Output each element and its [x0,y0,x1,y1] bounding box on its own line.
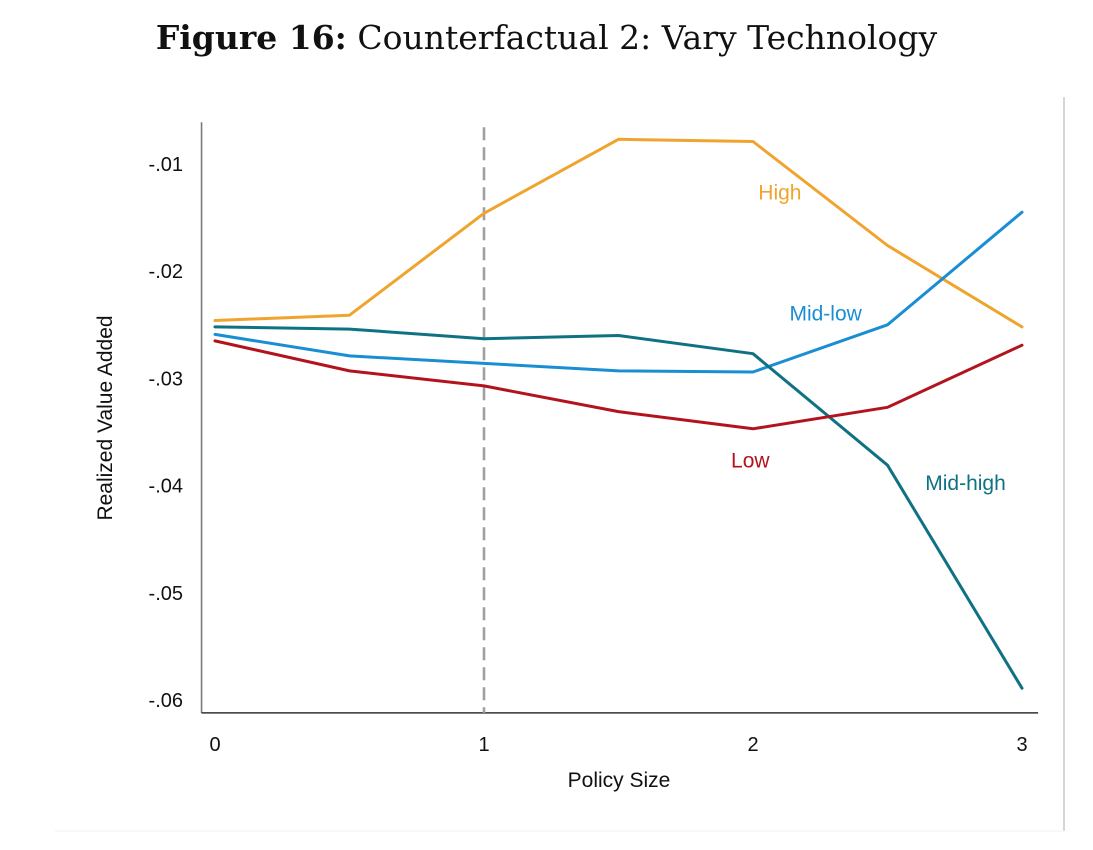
y-tick-label: -.03 [149,368,183,390]
x-tick-label: 3 [1016,734,1027,756]
y-tick-label: -.04 [149,476,183,498]
y-tick-label: -.02 [149,261,183,283]
series-label-high: High [758,181,801,204]
y-tick-label: -.01 [149,154,183,176]
series-line-mid-high [213,325,1024,690]
y-tick-label: -.06 [149,690,183,712]
figure-title: Figure 16: Counterfactual 2: Vary Techno… [0,18,1093,57]
series-label-low: Low [731,449,770,472]
y-tick-label: -.05 [149,583,183,605]
x-tick-label: 2 [747,734,758,756]
plot-area: -.01 -.02 -.03 -.04 -.05 -.06 0 1 2 3 High Mid-low M… [149,122,1039,756]
series-line-low [213,339,1024,431]
x-axis-title: Policy Size [568,769,671,792]
y-axis-title: Realized Value Added [94,315,117,520]
series-line-mid-low [213,210,1024,374]
series-line-high [213,137,1024,329]
figure-caption: Counterfactual 2: Vary Technology [357,18,938,57]
x-tick-label: 1 [478,734,489,756]
x-tick-label: 0 [209,734,220,756]
series-label-mid-high: Mid-high [925,472,1006,495]
series-label-mid-low: Mid-low [789,303,862,326]
figure-number: Figure 16: [155,18,347,57]
